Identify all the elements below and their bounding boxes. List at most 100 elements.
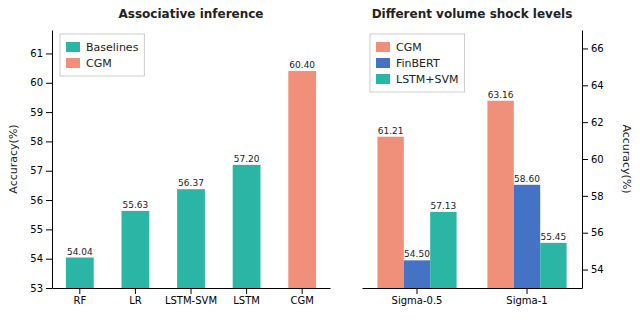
bar	[514, 185, 540, 288]
y-axis-title: Accuracy(%)	[7, 124, 20, 193]
x-tick: LSTM	[233, 288, 260, 306]
y-axis-title: Accuracy(%)	[620, 124, 633, 193]
y-tick: 58	[30, 136, 52, 147]
legend-label: LSTM+SVM	[396, 73, 459, 86]
data-label: 61.21	[378, 126, 404, 136]
y-tick-mark	[582, 233, 588, 234]
y-tick-mark	[46, 288, 52, 289]
legend-label: CGM	[86, 57, 112, 70]
y-tick-mark	[46, 53, 52, 54]
legend-item: CGM	[376, 41, 422, 54]
x-tick-mark	[191, 288, 192, 294]
x-tick-mark	[302, 288, 303, 294]
y-tick-mark	[46, 141, 52, 142]
legend-box	[370, 34, 465, 92]
data-label: 57.13	[431, 201, 457, 211]
legend-label: Baselines	[86, 41, 139, 54]
legend-item: Baselines	[66, 41, 139, 54]
x-tick: Sigma-0.5	[392, 288, 443, 306]
y-tick-mark	[46, 83, 52, 84]
bar	[288, 71, 316, 288]
x-tick-label: Sigma-1	[506, 295, 547, 306]
legend-swatch	[376, 42, 390, 52]
y-tick-label: 66	[591, 43, 604, 54]
y-tick-mark	[46, 200, 52, 201]
legend-swatch	[66, 58, 80, 68]
y-tick-mark	[46, 229, 52, 230]
y-tick: 57	[30, 165, 52, 176]
x-tick-mark	[135, 288, 136, 294]
bar	[430, 212, 456, 288]
bar	[233, 165, 261, 288]
bar	[177, 189, 205, 288]
bar	[122, 211, 150, 288]
bar	[66, 258, 94, 288]
legend-swatch	[376, 74, 390, 84]
chart-root: 54.04 55.63 56.37 57.20 60.40 53 54 55 56 57 58 59 6…	[0, 0, 640, 323]
y-tick-mark	[582, 196, 588, 197]
data-label: 54.50	[404, 249, 430, 259]
y-tick-label: 54	[30, 253, 43, 264]
y-tick: 59	[30, 107, 52, 118]
legend-label: FinBERT	[396, 57, 440, 70]
y-tick-label: 62	[591, 117, 604, 128]
y-tick: 64	[582, 80, 604, 91]
y-tick: 54	[582, 264, 604, 275]
bar	[404, 260, 430, 288]
legend-item: FinBERT	[376, 57, 440, 70]
data-label: 57.20	[234, 154, 260, 164]
y-tick-label: 59	[30, 107, 43, 118]
y-axis: 54 56 58 60 62 64 66	[582, 31, 604, 289]
data-label: 60.40	[289, 60, 315, 70]
y-tick: 66	[582, 43, 604, 54]
bar	[487, 101, 513, 288]
y-tick: 55	[30, 224, 52, 235]
y-tick-mark	[582, 270, 588, 271]
y-tick-label: 53	[30, 283, 43, 294]
y-tick-mark	[46, 259, 52, 260]
x-tick: LSTM-SVM	[165, 288, 217, 306]
x-tick-mark	[417, 288, 418, 294]
y-tick: 60	[582, 154, 604, 165]
y-tick-label: 56	[591, 227, 604, 238]
data-label: 58.60	[514, 174, 540, 184]
bars	[377, 101, 566, 288]
x-tick-mark	[79, 288, 80, 294]
x-tick-mark	[246, 288, 247, 294]
data-label: 56.37	[178, 178, 204, 188]
data-label: 55.63	[123, 200, 149, 210]
y-tick-mark	[582, 48, 588, 49]
y-tick-mark	[582, 159, 588, 160]
bar	[377, 137, 403, 288]
legend-swatch	[376, 58, 390, 68]
y-tick-mark	[582, 85, 588, 86]
y-tick-mark	[582, 122, 588, 123]
legend-label: CGM	[396, 41, 422, 54]
x-tick-label: LSTM	[233, 295, 260, 306]
data-labels: 54.04 55.63 56.37 57.20 60.40	[67, 60, 315, 256]
y-tick-label: 60	[591, 154, 604, 165]
x-tick: Sigma-1	[506, 288, 547, 306]
x-tick-label: RF	[73, 295, 86, 306]
y-tick-label: 58	[591, 191, 604, 202]
x-axis-line	[363, 288, 583, 289]
legend-item: LSTM+SVM	[376, 73, 459, 86]
y-tick-label: 55	[30, 224, 43, 235]
y-tick-label: 56	[30, 195, 43, 206]
legend-box	[60, 34, 144, 76]
y-tick-label: 57	[30, 165, 43, 176]
title: Different volume shock levels	[372, 7, 573, 21]
data-label: 55.45	[541, 232, 567, 242]
y-tick: 53	[30, 283, 52, 294]
y-tick: 56	[30, 195, 52, 206]
x-tick-label: LSTM-SVM	[165, 295, 217, 306]
y-axis: 535455565758596061	[30, 31, 52, 294]
y-tick-label: 58	[30, 136, 43, 147]
x-tick: LR	[129, 288, 142, 306]
y-tick: 56	[582, 227, 604, 238]
y-tick-mark	[46, 112, 52, 113]
legend: CGM FinBERT LSTM+SVM	[370, 34, 465, 92]
y-tick-label: 61	[30, 48, 43, 59]
x-tick-label: CGM	[291, 295, 314, 306]
data-label: 54.04	[67, 247, 93, 257]
